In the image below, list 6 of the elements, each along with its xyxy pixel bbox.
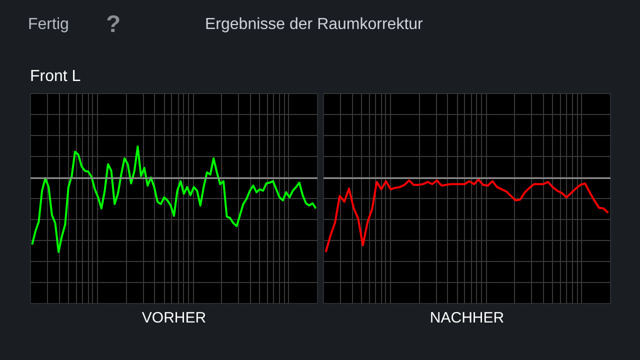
- text: ?: [106, 10, 121, 40]
- text: Ergebnisse der Raumkorrektur: [205, 15, 423, 35]
- x-axis-title: NACHHER: [430, 310, 504, 326]
- text: Fertig: [28, 15, 69, 35]
- x-axis-title: VORHER: [142, 310, 206, 326]
- chart-title: Front L: [30, 67, 81, 87]
